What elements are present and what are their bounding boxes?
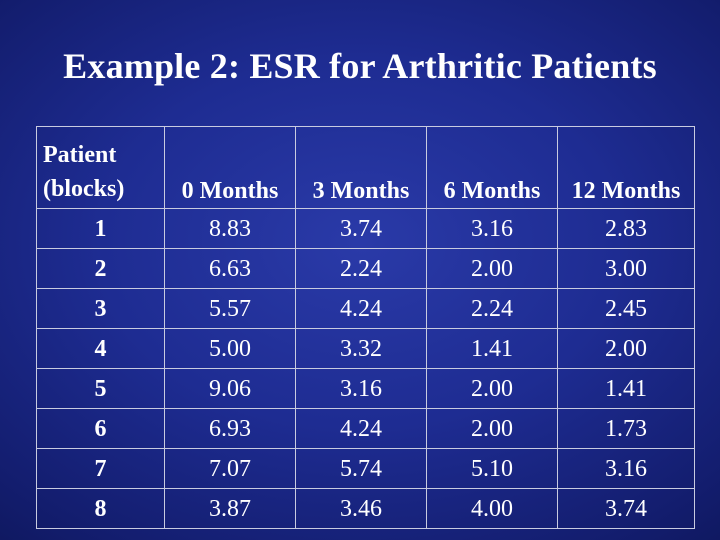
table-row: 6 6.93 4.24 2.00 1.73 xyxy=(36,408,695,449)
value-cell: 5.57 xyxy=(164,288,296,329)
value-cell: 4.00 xyxy=(426,488,558,529)
table-row: 7 7.07 5.74 5.10 3.16 xyxy=(36,448,695,489)
table-row: 2 6.63 2.24 2.00 3.00 xyxy=(36,248,695,289)
value-cell: 6.63 xyxy=(164,248,296,289)
patient-id-cell: 4 xyxy=(36,328,165,369)
value-cell: 7.07 xyxy=(164,448,296,489)
value-cell: 3.32 xyxy=(295,328,427,369)
column-header-12-months: 12 Months xyxy=(557,126,695,209)
value-cell: 3.87 xyxy=(164,488,296,529)
value-cell: 3.16 xyxy=(295,368,427,409)
value-cell: 3.00 xyxy=(557,248,695,289)
value-cell: 5.10 xyxy=(426,448,558,489)
value-cell: 1.73 xyxy=(557,408,695,449)
value-cell: 4.24 xyxy=(295,288,427,329)
value-cell: 4.24 xyxy=(295,408,427,449)
value-cell: 2.00 xyxy=(426,408,558,449)
value-cell: 3.16 xyxy=(557,448,695,489)
slide-title: Example 2: ESR for Arthritic Patients xyxy=(63,46,657,86)
table-row: 1 8.83 3.74 3.16 2.83 xyxy=(36,208,695,249)
value-cell: 3.16 xyxy=(426,208,558,249)
table-header-row: Patient (blocks) 0 Months 3 Months 6 Mon… xyxy=(36,126,695,209)
table-row: 4 5.00 3.32 1.41 2.00 xyxy=(36,328,695,369)
value-cell: 3.46 xyxy=(295,488,427,529)
patient-id-cell: 7 xyxy=(36,448,165,489)
value-cell: 5.00 xyxy=(164,328,296,369)
esr-table: Patient (blocks) 0 Months 3 Months 6 Mon… xyxy=(36,126,695,529)
patient-header-label: Patient xyxy=(43,142,117,168)
value-cell: 3.74 xyxy=(295,208,427,249)
column-header-0-months: 0 Months xyxy=(164,126,296,209)
table-row: 8 3.87 3.46 4.00 3.74 xyxy=(36,488,695,529)
patient-id-cell: 3 xyxy=(36,288,165,329)
value-cell: 1.41 xyxy=(426,328,558,369)
value-cell: 2.00 xyxy=(426,248,558,289)
patient-id-cell: 2 xyxy=(36,248,165,289)
patient-id-cell: 8 xyxy=(36,488,165,529)
value-cell: 5.74 xyxy=(295,448,427,489)
value-cell: 2.24 xyxy=(426,288,558,329)
patient-header-sublabel: (blocks) xyxy=(43,176,125,202)
table-row: 5 9.06 3.16 2.00 1.41 xyxy=(36,368,695,409)
patient-id-cell: 5 xyxy=(36,368,165,409)
value-cell: 2.00 xyxy=(557,328,695,369)
value-cell: 3.74 xyxy=(557,488,695,529)
value-cell: 2.24 xyxy=(295,248,427,289)
patient-id-cell: 1 xyxy=(36,208,165,249)
value-cell: 9.06 xyxy=(164,368,296,409)
value-cell: 6.93 xyxy=(164,408,296,449)
table-row: 3 5.57 4.24 2.24 2.45 xyxy=(36,288,695,329)
value-cell: 1.41 xyxy=(557,368,695,409)
value-cell: 2.83 xyxy=(557,208,695,249)
value-cell: 8.83 xyxy=(164,208,296,249)
patient-id-cell: 6 xyxy=(36,408,165,449)
column-header-6-months: 6 Months xyxy=(426,126,558,209)
column-header-3-months: 3 Months xyxy=(295,126,427,209)
value-cell: 2.45 xyxy=(557,288,695,329)
patient-column-header: Patient (blocks) xyxy=(36,126,165,209)
value-cell: 2.00 xyxy=(426,368,558,409)
